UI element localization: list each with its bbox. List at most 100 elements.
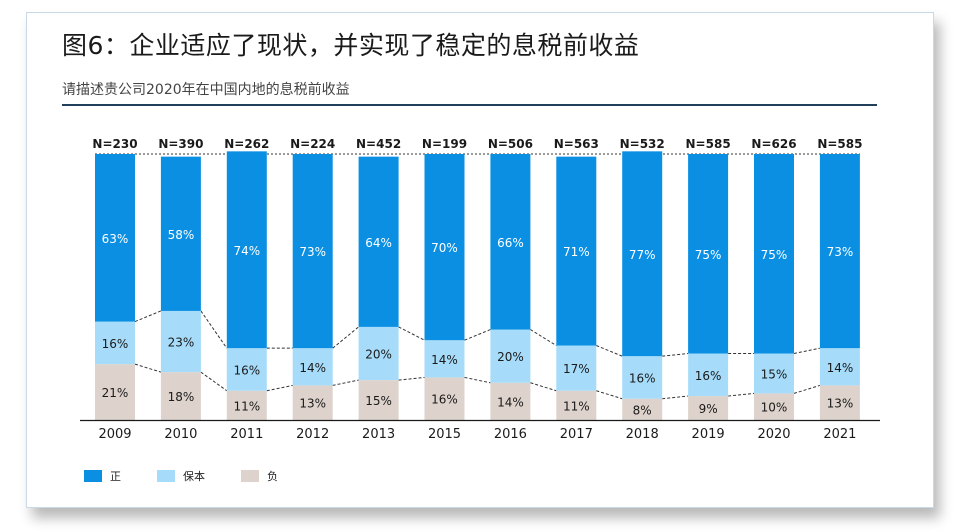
title-divider [62,104,877,106]
legend-swatch-positive [84,470,102,482]
data-label-breakeven-2018: 16% [629,371,656,385]
connector-line-negative-2010 [200,371,228,392]
x-tick-label-2020: 2020 [757,427,790,442]
data-label-breakeven-2015: 14% [431,353,458,367]
bar-breakeven-2010 [160,310,201,373]
x-tick-label-2013: 2013 [362,427,395,442]
connector-line-breakeven-2020 [793,347,821,354]
sample-size-label-2015: N=199 [422,137,467,151]
bar-negative-2020 [754,393,794,420]
data-label-positive-2013: 64% [365,236,392,250]
legend-item-negative: 负 [241,468,278,484]
data-label-negative-2021: 13% [827,397,854,411]
data-label-breakeven-2020: 15% [761,367,788,381]
legend-item-breakeven: 保本 [157,468,205,484]
sample-size-label-2013: N=452 [356,137,401,151]
x-tick-label-2019: 2019 [692,427,725,442]
bar-breakeven-2018 [622,356,663,399]
data-label-breakeven-2013: 20% [365,348,392,362]
data-label-positive-2016: 66% [497,236,524,250]
data-label-breakeven-2012: 14% [299,361,326,375]
x-tick-label-2010: 2010 [164,427,197,442]
bar-positive-2019 [688,154,729,354]
bar-positive-2018 [622,151,663,357]
bar-negative-2019 [688,396,729,420]
connector-line-negative-2017 [596,390,623,400]
sample-size-label-2011: N=262 [224,137,269,151]
data-label-negative-2019: 9% [699,402,718,416]
data-label-positive-2012: 73% [299,245,326,259]
bar-breakeven-2012 [292,348,333,386]
connector-line-negative-2020 [793,384,821,394]
data-label-positive-2018: 77% [629,248,656,262]
bar-positive-2013 [358,156,399,327]
connector-line-breakeven-2012 [332,326,359,349]
data-label-breakeven-2011: 16% [233,363,260,377]
x-tick-label-2018: 2018 [626,427,659,442]
bar-positive-2009 [95,154,135,322]
connector-line-negative-2015 [464,376,491,384]
connector-line-breakeven-2018 [662,353,689,357]
data-label-breakeven-2016: 20% [497,350,524,364]
sample-size-label-2017: N=563 [554,137,599,151]
bar-positive-2012 [292,154,333,349]
x-tick-label-2017: 2017 [560,427,593,442]
bar-positive-2017 [556,156,597,346]
data-label-positive-2009: 63% [102,232,129,246]
bar-positive-2021 [819,154,860,349]
connector-line-breakeven-2016 [530,329,557,346]
data-label-breakeven-2021: 14% [827,361,854,375]
legend: 正 保本 负 [84,468,314,484]
data-label-breakeven-2017: 17% [563,362,590,376]
x-tick-label-2015: 2015 [428,427,461,442]
sample-size-label-2012: N=224 [290,137,335,151]
data-label-negative-2010: 18% [168,390,195,404]
bar-negative-2015 [424,377,465,420]
x-tick-label-2012: 2012 [296,427,329,442]
legend-label-negative: 负 [267,470,278,483]
legend-swatch-breakeven [157,470,175,482]
data-label-positive-2019: 75% [695,248,722,262]
connector-line-breakeven-2015 [464,329,491,341]
data-label-positive-2010: 58% [168,228,195,242]
bar-negative-2017 [556,390,597,420]
legend-swatch-negative [241,470,259,482]
connector-line-negative-2013 [398,376,425,381]
x-tick-label-2009: 2009 [98,427,131,442]
bar-negative-2012 [292,385,333,420]
bar-breakeven-2021 [819,348,860,386]
data-label-negative-2013: 15% [365,394,392,408]
sample-size-label-2020: N=626 [751,137,796,151]
connector-line-breakeven-2010 [200,310,228,349]
connector-line-negative-2011 [266,384,293,392]
sample-size-label-2019: N=585 [686,137,731,151]
data-label-positive-2015: 70% [431,241,458,255]
bar-breakeven-2013 [358,326,399,381]
sample-size-label-2010: N=390 [158,137,203,151]
x-tick-label-2016: 2016 [494,427,527,442]
bar-negative-2011 [226,390,267,420]
legend-item-positive: 正 [84,468,121,484]
sample-size-label-2021: N=585 [817,137,862,151]
sample-size-label-2009: N=230 [92,137,137,151]
x-tick-label-2011: 2011 [230,427,263,442]
data-label-negative-2018: 8% [633,403,652,417]
bar-breakeven-2009 [95,321,135,365]
bar-positive-2011 [226,151,267,349]
connector-line-negative-2018 [662,395,689,400]
x-tick-label-2021: 2021 [823,427,856,442]
bar-negative-2010 [160,372,201,420]
data-label-negative-2009: 21% [102,386,129,400]
sample-size-label-2016: N=506 [488,137,533,151]
bar-breakeven-2011 [226,348,267,391]
bar-positive-2020 [754,154,794,354]
connector-line-breakeven-2009 [134,310,162,323]
data-label-positive-2020: 75% [761,248,788,262]
connector-line-negative-2009 [134,363,162,373]
bar-negative-2018 [622,398,663,420]
bar-negative-2021 [819,385,860,420]
data-label-negative-2017: 11% [563,399,590,413]
data-label-breakeven-2009: 16% [102,337,129,351]
chart-title: 图6：企业适应了现状，并实现了稳定的息税前收益 [62,31,640,60]
